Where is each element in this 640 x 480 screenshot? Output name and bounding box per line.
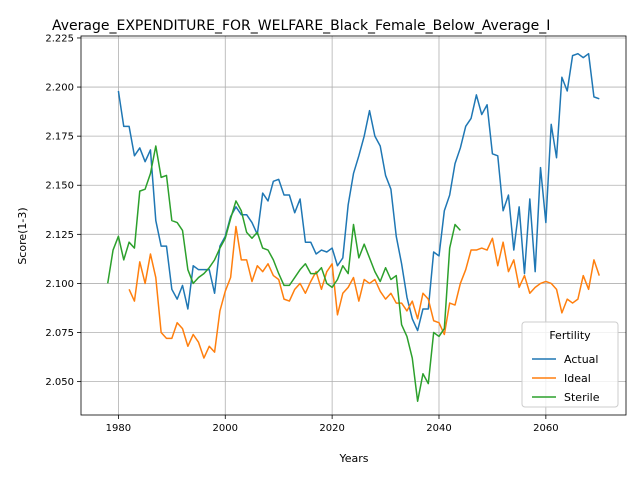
legend-label-ideal: Ideal bbox=[564, 372, 591, 385]
legend-label-actual: Actual bbox=[564, 353, 598, 366]
y-tick-label: 2.075 bbox=[45, 328, 74, 339]
y-tick-label: 2.225 bbox=[45, 33, 74, 44]
x-tick-label: 2040 bbox=[426, 423, 451, 434]
series-line-sterile bbox=[106, 145, 461, 402]
x-axis: 1980 2000 2020 2040 2060 bbox=[106, 415, 559, 434]
legend: Fertility Actual Ideal Sterile bbox=[521, 321, 619, 408]
y-tick-label: 2.175 bbox=[45, 132, 74, 143]
y-tick-label: 2.150 bbox=[45, 181, 74, 192]
y-axis: 2.050 2.075 2.100 2.125 2.150 2.175 2.200 2.225 bbox=[45, 33, 81, 388]
y-tick-label: 2.125 bbox=[45, 230, 74, 241]
legend-title: Fertility bbox=[549, 329, 591, 342]
series-line-actual bbox=[117, 52, 600, 332]
legend-box bbox=[521, 321, 619, 408]
y-axis-label: Score(1-3) bbox=[16, 207, 29, 264]
series-line-ideal bbox=[128, 225, 600, 359]
x-tick-label: 2060 bbox=[533, 423, 558, 434]
x-tick-label: 2020 bbox=[319, 423, 344, 434]
x-tick-label: 1980 bbox=[106, 423, 131, 434]
y-tick-label: 2.100 bbox=[45, 279, 74, 290]
legend-label-sterile: Sterile bbox=[564, 391, 600, 404]
x-axis-label: Years bbox=[338, 452, 368, 465]
chart-title: Average_EXPENDITURE_FOR_WELFARE_Black_Fe… bbox=[52, 18, 550, 34]
y-tick-label: 2.200 bbox=[45, 83, 74, 94]
series-lines bbox=[106, 52, 600, 402]
plot-frame bbox=[80, 35, 627, 416]
x-tick-label: 2000 bbox=[213, 423, 238, 434]
y-tick-label: 2.050 bbox=[45, 377, 74, 388]
